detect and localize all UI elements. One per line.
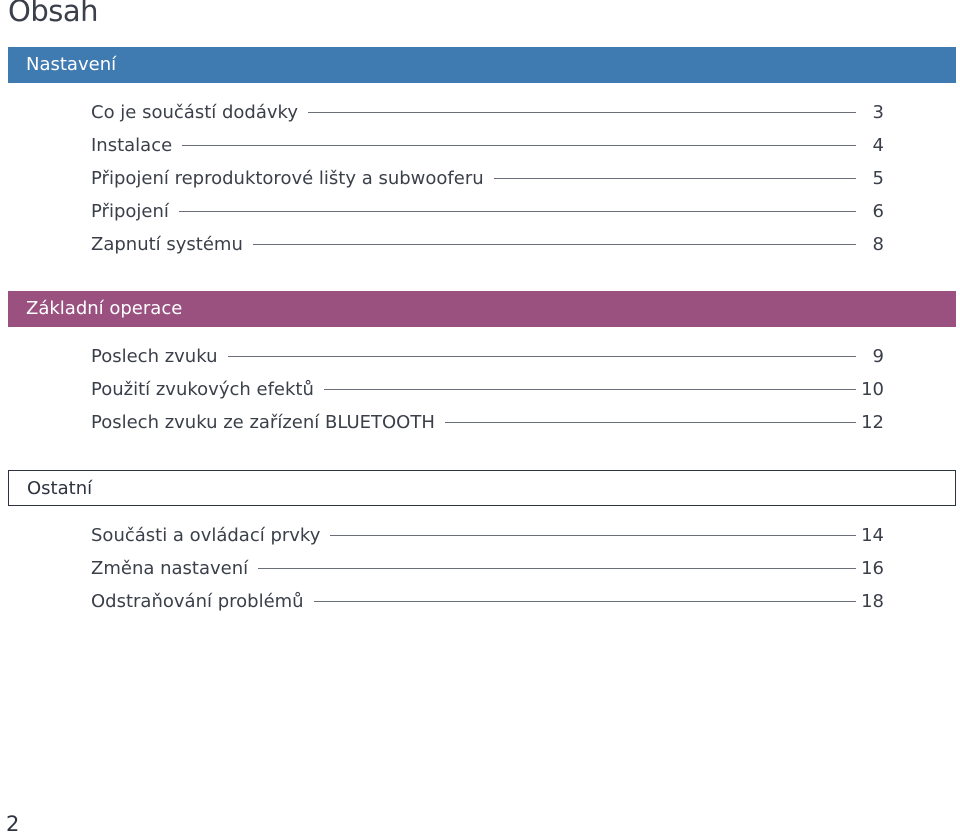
toc-list-zakladni-operace: Poslech zvuku 9 Použití zvukových efektů… [91, 340, 884, 439]
toc-entry-label: Poslech zvuku ze zařízení BLUETOOTH [91, 412, 435, 433]
toc-entry[interactable]: Zapnutí systému 8 [91, 228, 884, 261]
page-title: Obsah [8, 0, 99, 28]
toc-entry[interactable]: Co je součástí dodávky 3 [91, 96, 884, 129]
toc-leader-line [330, 535, 856, 536]
toc-leader-line [493, 178, 856, 179]
toc-entry-label: Odstraňování problémů [91, 591, 304, 612]
toc-entry-label: Použití zvukových efektů [91, 379, 314, 400]
toc-entry-page: 3 [872, 102, 884, 123]
toc-entry-label: Instalace [91, 135, 173, 156]
toc-entry[interactable]: Připojení 6 [91, 195, 884, 228]
toc-entry[interactable]: Instalace 4 [91, 129, 884, 162]
toc-leader-line [258, 568, 856, 569]
toc-entry-label: Změna nastavení [91, 558, 249, 579]
toc-entry-page: 18 [861, 591, 884, 612]
toc-entry-label: Součásti a ovládací prvky [91, 525, 321, 546]
toc-entry-label: Co je součástí dodávky [91, 102, 298, 123]
toc-entry[interactable]: Použití zvukových efektů 10 [91, 373, 884, 406]
toc-list-nastaveni: Co je součástí dodávky 3 Instalace 4 Při… [91, 96, 884, 261]
toc-leader-line [252, 244, 856, 245]
toc-entry-page: 8 [872, 234, 884, 255]
section-header-zakladni-operace: Základní operace [8, 291, 956, 327]
toc-entry-page: 5 [872, 168, 884, 189]
toc-leader-line [182, 145, 856, 146]
toc-entry[interactable]: Poslech zvuku ze zařízení BLUETOOTH 12 [91, 406, 884, 439]
toc-entry[interactable]: Změna nastavení 16 [91, 552, 884, 585]
toc-list-ostatni: Součásti a ovládací prvky 14 Změna nasta… [91, 519, 884, 618]
toc-leader-line [227, 356, 856, 357]
toc-entry[interactable]: Odstraňování problémů 18 [91, 585, 884, 618]
toc-leader-line [313, 601, 856, 602]
page-number: 2 [6, 812, 20, 836]
toc-leader-line [444, 422, 856, 423]
toc-entry-label: Připojení reproduktorové lišty a subwoof… [91, 168, 484, 189]
toc-entry-label: Připojení [91, 201, 169, 222]
toc-entry[interactable]: Součásti a ovládací prvky 14 [91, 519, 884, 552]
toc-leader-line [178, 211, 856, 212]
section-header-nastaveni: Nastavení [8, 47, 956, 83]
toc-entry[interactable]: Poslech zvuku 9 [91, 340, 884, 373]
toc-leader-line [307, 112, 856, 113]
toc-entry-label: Poslech zvuku [91, 346, 218, 367]
toc-entry-page: 9 [872, 346, 884, 367]
section-header-ostatni: Ostatní [8, 470, 956, 506]
toc-entry-page: 14 [861, 525, 884, 546]
toc-entry-page: 6 [872, 201, 884, 222]
toc-entry-page: 4 [872, 135, 884, 156]
toc-entry-page: 16 [861, 558, 884, 579]
toc-entry-label: Zapnutí systému [91, 234, 243, 255]
toc-entry-page: 10 [861, 379, 884, 400]
toc-leader-line [323, 389, 856, 390]
toc-entry[interactable]: Připojení reproduktorové lišty a subwoof… [91, 162, 884, 195]
toc-entry-page: 12 [861, 412, 884, 433]
